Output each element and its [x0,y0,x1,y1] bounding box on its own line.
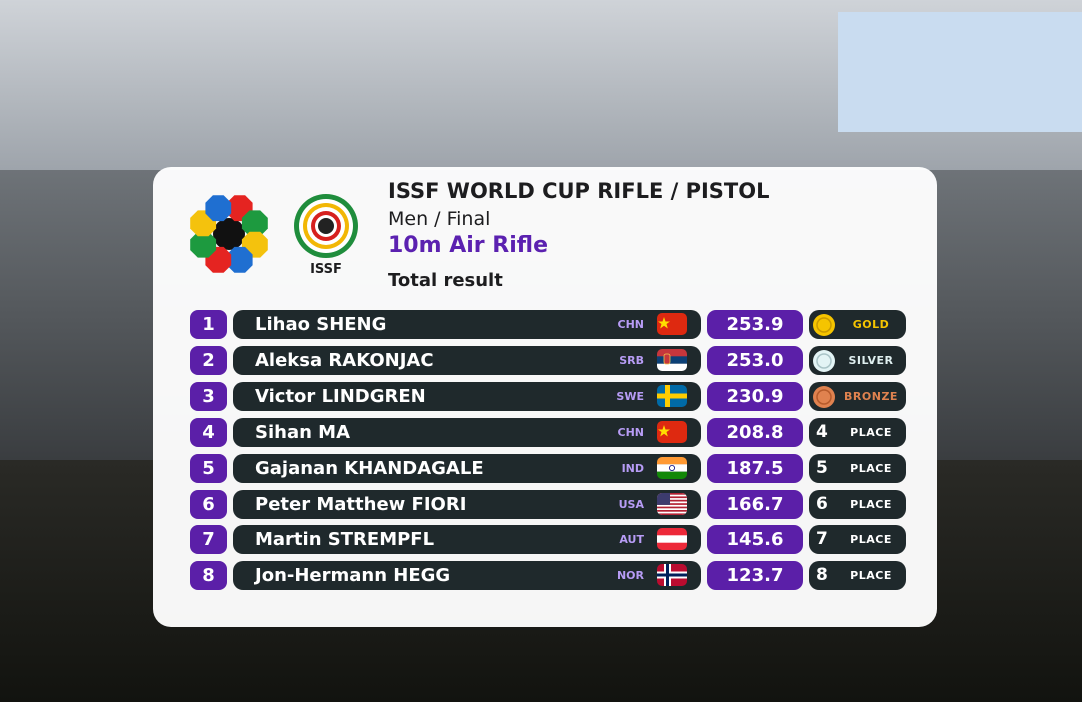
flag [657,564,687,587]
athlete-name: Sihan MA [255,421,351,443]
result-badge: 6 PLACE [809,489,906,519]
result-badge: BRONZE [809,381,906,411]
athlete-name: Victor LINDGREN [255,385,426,407]
athlete-bar: Sihan MA CHN [233,417,701,447]
country-code: SRB [619,353,644,367]
logo-text: ISSF [310,262,342,277]
logo-petal [226,246,253,273]
title: ISSF WORLD CUP RIFLE / PISTOL [388,179,770,203]
badge-label: BRONZE [844,389,898,403]
badge-label: PLACE [850,533,892,547]
background-screen [838,12,1082,132]
country-code: IND [621,461,644,475]
score: 166.7 [707,489,803,519]
rank-badge: 1 [190,310,227,339]
score: 230.9 [707,381,803,411]
athlete-bar: Jon-Hermann HEGG NOR [233,561,701,591]
result-badge: 4 PLACE [809,417,906,447]
athlete-bar: Gajanan KHANDAGALE IND [233,453,701,483]
flag [657,456,687,479]
country-flag [657,492,687,519]
result-badge: 7 PLACE [809,525,906,555]
athlete-name: Jon-Hermann HEGG [255,565,451,587]
badge-label: GOLD [852,318,890,331]
rank-badge: 6 [190,489,227,519]
score: 208.8 [707,417,803,447]
result-type: Total result [388,270,503,291]
badge-label: SILVER [848,353,894,367]
subtitle: Men / Final [388,208,491,230]
flag [657,420,687,443]
athlete-name: Martin STREMPFL [255,529,435,551]
score: 253.9 [707,310,803,339]
badge-label: PLACE [850,461,892,475]
flag [657,384,687,407]
score: 187.5 [707,453,803,483]
country-flag [657,348,687,375]
country-flag [657,420,687,447]
badge-label: PLACE [850,425,892,439]
rank-badge: 8 [190,561,227,591]
athlete-bar: Martin STREMPFL AUT [233,525,701,555]
country-flag [657,313,687,339]
place-number: 6 [816,493,828,514]
event-name: 10m Air Rifle [388,233,548,258]
world-cup-logo [190,195,268,273]
badge-label: PLACE [850,497,892,511]
badge-label: PLACE [850,569,892,583]
country-flag [657,384,687,411]
logo-petal [241,210,268,237]
medal [813,385,835,408]
issf-logo [294,194,358,258]
result-badge: GOLD [809,310,906,339]
country-code: CHN [617,318,645,331]
country-flag [657,528,687,554]
result-badge: SILVER [809,345,906,375]
rank-badge: 4 [190,417,227,447]
country-flag [657,456,687,483]
athlete-name: Lihao SHENG [255,314,387,335]
athlete-name: Peter Matthew FIORI [255,493,467,515]
athlete-bar: Victor LINDGREN SWE [233,381,701,411]
country-code: NOR [616,569,644,583]
logo-petal [205,195,232,222]
rank-badge: 2 [190,345,227,375]
athlete-bar: Peter Matthew FIORI USA [233,489,701,519]
score: 123.7 [707,561,803,591]
rank-badge: 3 [190,381,227,411]
athlete-bar: Lihao SHENG CHN [233,310,701,339]
country-code: CHN [617,425,645,439]
flag [657,313,687,335]
country-flag [657,564,687,590]
country-code: USA [618,497,644,511]
flag [657,528,687,551]
athlete-name: Aleksa RAKONJAC [255,349,434,371]
country-code: AUT [619,533,644,547]
score: 145.6 [707,525,803,555]
flag [657,492,687,515]
athlete-name: Gajanan KHANDAGALE [255,457,484,479]
score: 253.0 [707,345,803,375]
place-number: 7 [816,529,828,550]
logo-petal [190,231,217,258]
athlete-bar: Aleksa RAKONJAC SRB [233,345,701,375]
country-code: SWE [616,389,644,403]
medal [813,349,835,372]
rank-badge: 5 [190,453,227,483]
result-badge: 5 PLACE [809,453,906,483]
rank-badge: 7 [190,525,227,555]
place-number: 5 [816,457,828,478]
place-number: 8 [816,565,828,586]
result-badge: 8 PLACE [809,561,906,591]
place-number: 4 [816,421,828,442]
medal [813,314,835,336]
flag [657,348,687,371]
